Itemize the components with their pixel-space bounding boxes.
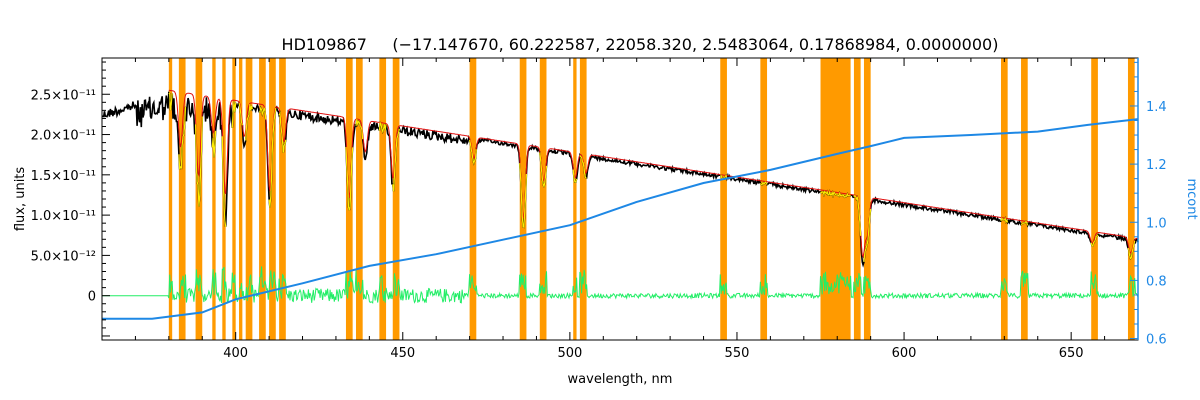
series-masked-segment [392,128,400,192]
series-masked-segment [231,101,237,128]
series-masked-segment [759,181,768,186]
series-masked-segment [221,136,227,227]
masked-region-band [720,58,727,340]
series-masked-segment [579,155,587,179]
masked-region-band [1021,58,1028,340]
y-tick-label: 1.0×10⁻¹¹ [31,209,96,224]
series-residual [102,266,1139,304]
series-masked-segment [178,106,187,170]
y2-tick-label: 0.8 [1146,274,1167,289]
masked-region-band [469,58,477,340]
series-masked-segment [572,169,578,183]
y2-axis: 0.6 0.8 1.0 1.2 1.4 [1130,58,1167,348]
y-tick-label: 0 [88,290,96,305]
series-masked-segment [268,107,277,208]
plot-frame [101,57,1139,341]
y-axis: 0 5.0×10⁻¹² 1.0×10⁻¹¹ 1.5×10⁻¹¹ 2.0×10⁻¹¹ 2.5… [31,61,110,337]
y-tick-label: 1.5×10⁻¹¹ [31,169,96,184]
x-tick-label: 550 [725,346,750,361]
masked-regions [168,58,1135,340]
series-masked-segment [378,121,387,134]
series-masked-segment [720,174,728,180]
masked-region-band [573,58,577,340]
masked-region-band [168,58,173,340]
masked-region-band [1091,58,1098,340]
x-tick-label: 450 [390,346,415,361]
series-masked-segment [1020,220,1029,226]
x-tick-label: 400 [223,346,248,361]
masked-region-band [1127,58,1135,340]
series-masked-segment [278,111,287,153]
series-masked-segment [863,208,872,262]
masked-region-band [279,58,286,340]
y2-tick-label: 1.2 [1146,158,1167,173]
y-axis-label: flux, units [13,167,28,232]
x-tick-label: 600 [892,346,917,361]
series-continuum [102,118,1139,320]
series-masked-segment [853,194,862,236]
masked-region-band [392,58,400,340]
y-tick-label: 5.0×10⁻¹² [31,249,96,264]
x-axis-label: wavelength, nm [568,372,673,387]
series-masked-segment [168,92,173,111]
y2-tick-label: 0.6 [1146,333,1167,348]
masked-region-band [245,58,253,340]
chart-title: HD109867 (−17.147670, 60.222587, 22058.3… [282,35,999,54]
series-masked-segment [211,130,217,158]
x-tick-label: 650 [1059,346,1084,361]
masked-region-band [519,58,527,340]
series-masked-segment [820,189,851,198]
masked-region-band [232,58,236,340]
masked-region-band [178,58,186,340]
series-masked-segment [1000,216,1009,224]
series-model [168,89,1139,259]
masked-region-band [539,58,547,340]
masked-region-band [760,58,768,340]
y2-tick-label: 1.0 [1146,216,1167,231]
series-masked-segment [355,119,364,140]
series-masked-segment [539,152,548,188]
masked-region-band [820,58,851,340]
series-masked-segment [519,163,527,228]
masked-region-band [239,58,243,340]
series-masked-segment [469,139,477,165]
masked-region-band [379,58,387,340]
masked-region-band [1000,58,1008,340]
masked-region-band [212,58,216,340]
x-tick-label: 500 [557,346,582,361]
masked-region-band [345,58,353,340]
y-tick-label: 2.5×10⁻¹¹ [31,88,96,103]
series-masked-segment [238,102,243,126]
masked-region-band [269,58,276,340]
series-observed [101,91,1139,268]
masked-region-band [863,58,871,340]
series-masked-segment [1127,240,1136,260]
masked-region-band [579,58,587,340]
series-masked-segment [345,146,354,211]
series-masked-segment [245,104,253,141]
y2-axis-label: mcont [1184,178,1199,219]
y-tick-label: 2.0×10⁻¹¹ [31,129,96,144]
y2-tick-label: 1.4 [1146,100,1167,115]
series-masked-segment [195,116,203,207]
masked-region-band [259,58,266,340]
masked-region-band [355,58,363,340]
series-masked-segment [1090,234,1099,247]
series-layer [101,89,1139,320]
x-axis: 400 450 500 550 600 650 [101,58,1139,361]
series-masked-segment [258,106,267,120]
